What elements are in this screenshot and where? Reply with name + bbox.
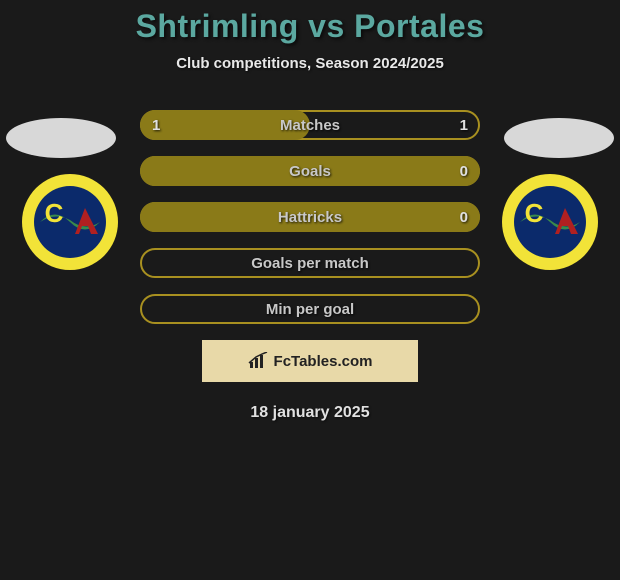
date-label: 18 january 2025 [0, 404, 620, 422]
page-title: Shtrimling vs Portales [0, 0, 620, 45]
stat-row: Hattricks0 [140, 202, 480, 232]
fctables-watermark: FcTables.com [202, 340, 418, 382]
stat-label: Min per goal [140, 294, 480, 324]
stat-row: Goals per match [140, 248, 480, 278]
fctables-label: FcTables.com [274, 353, 373, 370]
stat-label: Matches [140, 110, 480, 140]
stat-label: Goals per match [140, 248, 480, 278]
stat-label: Goals [140, 156, 480, 186]
chart-icon [248, 352, 270, 370]
subtitle: Club competitions, Season 2024/2025 [0, 55, 620, 72]
stat-row: Min per goal [140, 294, 480, 324]
stat-row: Matches1 1 [140, 110, 480, 140]
stat-value-left: 1 [152, 110, 160, 140]
stat-row: Goals0 [140, 156, 480, 186]
stats-bars: Matches11Goals0Hattricks0Goals per match… [0, 110, 620, 324]
stat-value-right: 0 [460, 156, 468, 186]
stat-label: Hattricks [140, 202, 480, 232]
stat-value-right: 1 [460, 110, 468, 140]
stat-value-right: 0 [460, 202, 468, 232]
